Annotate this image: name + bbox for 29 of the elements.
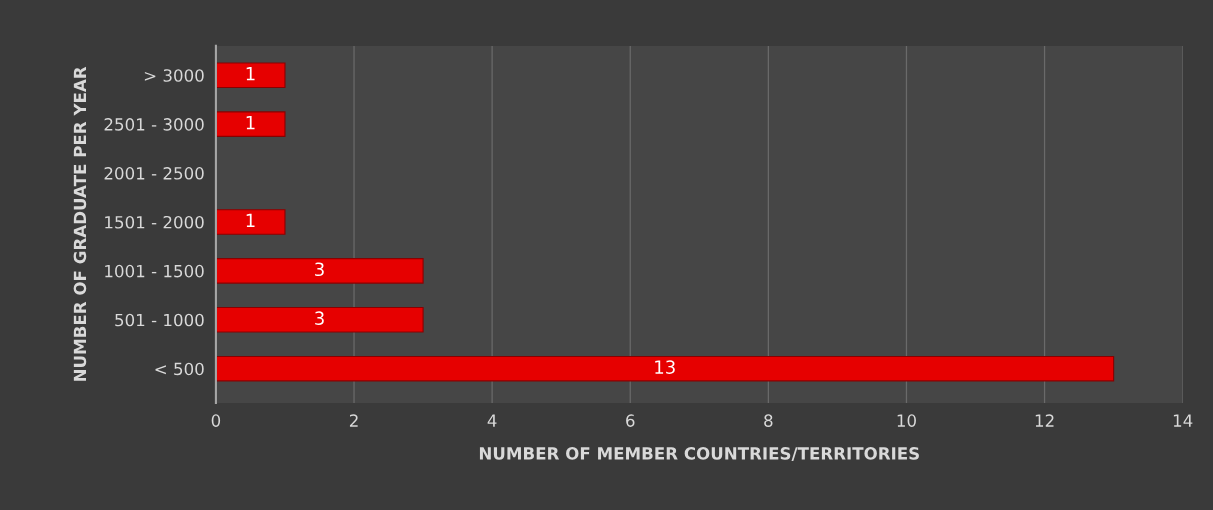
data-label: 3 [315, 262, 324, 277]
x-tick-label: 12 [1035, 414, 1054, 427]
data-label: 1 [246, 213, 255, 227]
x-tick-label: 14 [1173, 414, 1193, 427]
data-label: 13 [655, 360, 675, 374]
bar [215, 355, 1115, 382]
y-tick-label: < 500 [155, 362, 204, 376]
x-tick-label: 8 [764, 414, 773, 427]
y-axis-title: NUMBER OF GRADUATE PER YEAR [73, 66, 87, 381]
x-tick-label: 4 [487, 414, 497, 427]
x-tick-label: 2 [349, 414, 358, 427]
x-tick-label: 10 [897, 414, 916, 427]
bar [215, 306, 424, 333]
x-tick-label: 0 [211, 414, 221, 427]
x-axis-title: NUMBER OF MEMBER COUNTRIES/TERRITORIES [479, 447, 919, 462]
data-label: 3 [315, 311, 324, 325]
bar [215, 111, 286, 137]
y-tick-label: > 3000 [144, 69, 204, 82]
y-tick-label: 1501 - 2000 [105, 215, 204, 229]
data-label: 1 [246, 67, 255, 81]
y-tick-label: 501 - 1000 [115, 313, 204, 327]
y-tick-label: 2501 - 3000 [104, 118, 204, 131]
data-label: 1 [246, 115, 255, 130]
bar [215, 209, 286, 235]
x-tick-label: 6 [626, 414, 635, 427]
bar [215, 258, 424, 284]
y-tick-label: 1001 - 1500 [105, 264, 204, 278]
bar [215, 62, 286, 89]
y-tick-label: 2001 - 2500 [104, 167, 204, 180]
